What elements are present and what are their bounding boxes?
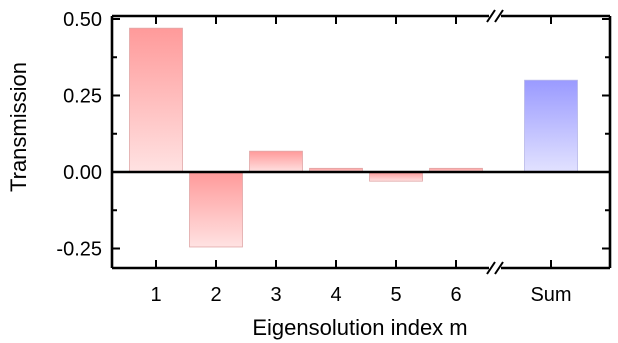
x-axis-label: Eigensolution index m <box>252 315 467 340</box>
x-tick-label: 1 <box>150 284 161 306</box>
bar-1 <box>129 27 183 173</box>
x-tick-label: Sum <box>530 284 571 306</box>
axis-break-mark <box>494 261 504 275</box>
y-tick-label: -0.25 <box>56 239 102 261</box>
bar-5 <box>369 171 423 182</box>
x-tick-label: 2 <box>210 284 221 306</box>
axis-break-mark <box>486 261 496 275</box>
bar-2 <box>189 171 243 248</box>
x-tick-label: 4 <box>330 284 341 306</box>
x-tick-label: 6 <box>450 284 461 306</box>
bar-3 <box>249 150 303 173</box>
x-axis-ticks: 1 2 3 4 5 6 Sum <box>150 16 572 306</box>
axis-break-mark <box>494 9 504 23</box>
y-tick-label: 0.50 <box>63 9 102 31</box>
bar-sum <box>524 79 578 173</box>
y-axis-ticks: 0.50 0.25 0.00 -0.25 <box>56 9 610 261</box>
y-axis-label: Transmission <box>6 62 31 192</box>
x-tick-label: 5 <box>390 284 401 306</box>
bars-layer <box>129 27 578 248</box>
y-tick-label: 0.00 <box>63 162 102 184</box>
y-tick-label: 0.25 <box>63 86 102 108</box>
x-tick-label: 3 <box>270 284 281 306</box>
axis-break-mark <box>486 9 496 23</box>
